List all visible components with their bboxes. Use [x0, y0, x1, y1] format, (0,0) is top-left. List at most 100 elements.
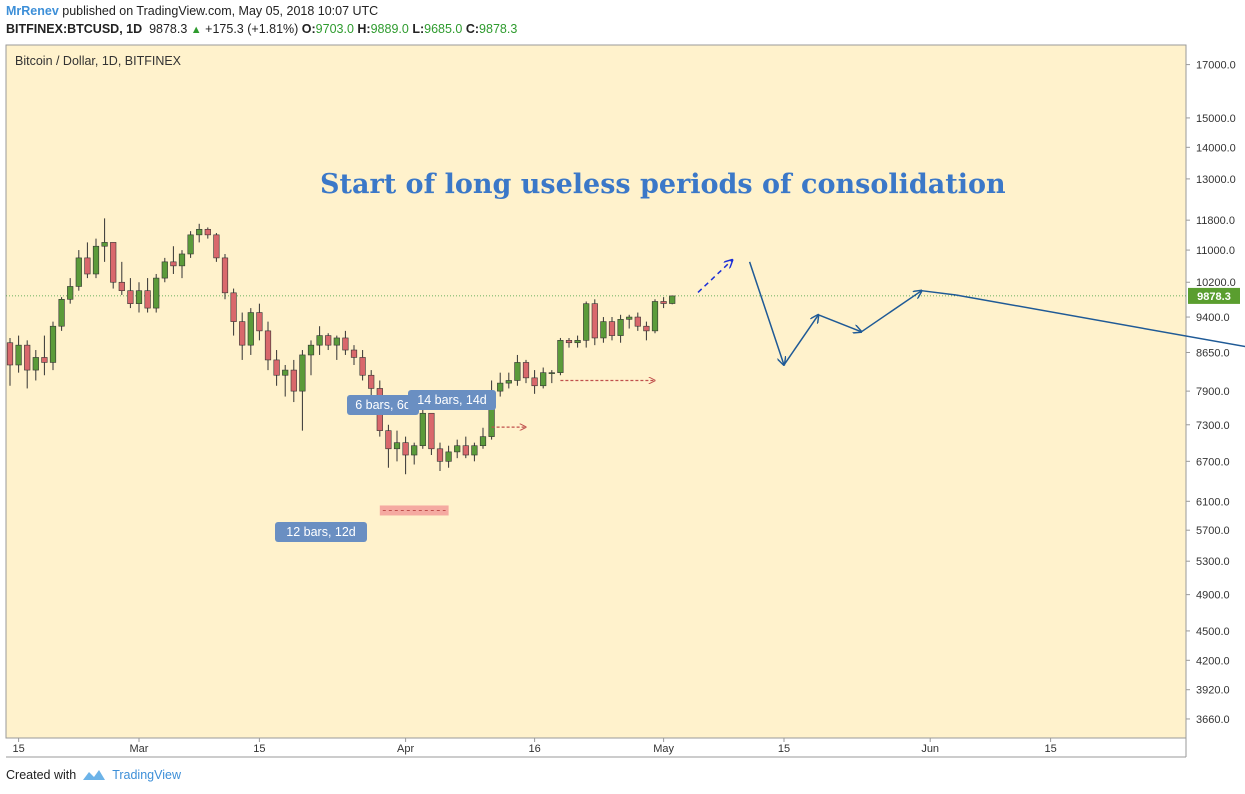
x-tick-label: Jun — [921, 743, 939, 755]
candle-body — [273, 359, 280, 376]
candles — [6, 218, 676, 475]
y-tick-label: 5700.0 — [1196, 525, 1230, 537]
candle — [153, 273, 160, 313]
candle-body — [110, 242, 117, 283]
x-tick-label: 15 — [1044, 743, 1056, 755]
candle — [135, 282, 143, 313]
y-tick-label: 17000.0 — [1196, 60, 1236, 72]
candle — [67, 278, 74, 304]
price-axis: 17000.0 15000.0 14000.0 13000.0 11800.0 11000… — [1186, 60, 1236, 726]
candle — [436, 442, 444, 471]
y-tick-label: 8650.0 — [1196, 347, 1230, 359]
x-tick-label: 15 — [778, 743, 790, 755]
measure-label: 14 bars, 14d — [417, 393, 487, 407]
candle — [32, 350, 39, 381]
candle — [213, 232, 220, 262]
candle-body — [359, 357, 366, 376]
candle-body — [41, 357, 48, 363]
candle-body — [643, 325, 650, 332]
candle — [634, 312, 641, 331]
y-tick-label: 4200.0 — [1196, 655, 1230, 667]
candle-body — [583, 303, 590, 341]
ticker-info: BITFINEX:BTCUSD, 1D 9878.3 ▲ +175.3 (+1.… — [6, 22, 517, 36]
y-tick-label: 5300.0 — [1196, 556, 1230, 568]
symbol-label: BITFINEX:BTCUSD, 1D — [6, 22, 143, 36]
candle-body — [282, 369, 289, 376]
candle — [522, 359, 530, 384]
candle — [118, 261, 125, 295]
candle-body — [307, 344, 315, 356]
candle-body — [565, 340, 573, 344]
candle-body — [239, 321, 246, 346]
measure-2: 6 bars, 6d — [347, 395, 526, 427]
candle — [479, 427, 487, 449]
y-tick-label: 7300.0 — [1196, 420, 1230, 432]
candle-body — [187, 234, 194, 255]
candle-body — [196, 228, 203, 236]
candle-body — [350, 349, 358, 358]
candle-body — [247, 312, 254, 346]
candle-body — [333, 337, 340, 346]
author-link[interactable]: MrRenev — [6, 4, 59, 18]
candle — [41, 335, 48, 376]
candle-body — [626, 316, 633, 320]
candle-body — [557, 340, 564, 373]
y-tick-label: 7900.0 — [1196, 386, 1230, 398]
candle — [299, 350, 306, 431]
y-tick-label: 9400.0 — [1196, 312, 1230, 324]
candle-body — [419, 412, 426, 447]
y-tick-label: 11000.0 — [1196, 245, 1235, 257]
candle-body — [153, 277, 160, 309]
last-price-line: 9878.3 — [6, 287, 1240, 304]
candle — [230, 288, 237, 336]
candle — [626, 314, 633, 329]
candle-body — [368, 374, 375, 389]
x-tick-label: 15 — [12, 743, 24, 755]
candle-body — [436, 448, 444, 462]
projection-arrow — [818, 314, 861, 332]
candle-body — [101, 242, 108, 247]
candle-body — [127, 290, 134, 304]
candle — [6, 337, 14, 386]
candle — [256, 303, 263, 341]
candle — [316, 326, 323, 355]
candle — [333, 335, 340, 360]
price-chart[interactable]: Bitcoin / Dollar, 1D, BITFINEX Start of … — [0, 40, 1245, 760]
candle-body — [608, 321, 616, 336]
close-label: C: — [465, 22, 480, 36]
candle-body — [264, 330, 272, 361]
candle-body — [497, 382, 504, 392]
candle — [643, 321, 650, 341]
x-tick-label: Apr — [397, 743, 414, 755]
candle-body — [393, 442, 401, 450]
candle — [264, 321, 272, 371]
open-label: O: — [301, 22, 316, 36]
candle-body — [514, 362, 521, 381]
time-axis: 15 Mar 15 Apr 16 May 15 Jun 15 — [12, 738, 1057, 755]
low-value: 9685.0 — [424, 22, 463, 36]
chart-title: Bitcoin / Dollar, 1D, BITFINEX — [15, 54, 182, 68]
candle-body — [49, 325, 57, 363]
candle-body — [479, 436, 487, 447]
candle — [608, 317, 616, 341]
candle — [574, 335, 581, 348]
candle — [290, 359, 297, 403]
candle — [540, 367, 547, 389]
measurements: 12 bars, 12d 6 bars, 6d 14 bars, 14d — [275, 380, 655, 542]
projection-arrow — [860, 291, 921, 333]
candle — [170, 246, 177, 274]
y-tick-label: 3660.0 — [1196, 714, 1230, 726]
candle — [497, 372, 504, 397]
candle — [325, 333, 332, 351]
candle — [49, 321, 57, 371]
candle-body — [411, 445, 418, 456]
candle — [359, 350, 366, 381]
candle-body — [548, 372, 555, 374]
x-tick-label: 15 — [253, 743, 265, 755]
candle — [368, 370, 375, 397]
tradingview-link[interactable]: TradingView — [112, 768, 181, 782]
low-label: L: — [412, 22, 425, 36]
x-tick-label: 16 — [528, 743, 540, 755]
candle — [58, 297, 65, 331]
candle-body — [402, 442, 409, 456]
